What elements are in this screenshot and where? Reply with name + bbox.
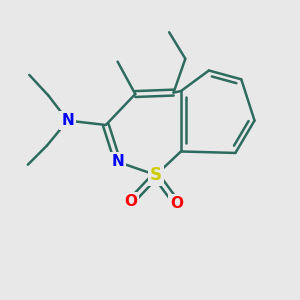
Text: S: S xyxy=(150,166,162,184)
Text: N: N xyxy=(61,113,74,128)
Text: O: O xyxy=(124,194,137,209)
Text: N: N xyxy=(111,154,124,169)
Text: O: O xyxy=(170,196,183,211)
